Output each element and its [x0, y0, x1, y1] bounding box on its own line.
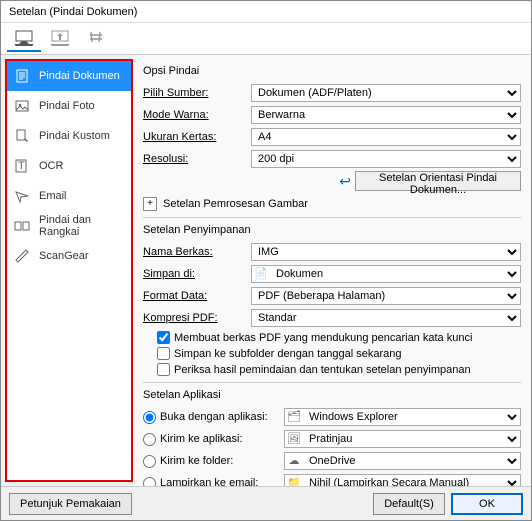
send-to-folder-select[interactable]: OneDrive [284, 452, 521, 470]
sidebar-item-scangear[interactable]: ScanGear [7, 241, 131, 271]
sidebar-item-stitch[interactable]: Pindai dan Rangkai [7, 211, 131, 241]
send-to-folder-label: Kirim ke folder: [160, 455, 280, 467]
expand-processing-icon[interactable]: + [143, 197, 157, 211]
pdf-compression-label: Kompresi PDF: [143, 312, 251, 324]
email-icon [13, 187, 31, 205]
searchable-pdf-label: Membuat berkas PDF yang mendukung pencar… [174, 332, 472, 344]
toolbar [1, 23, 531, 55]
svg-text:T: T [18, 160, 25, 172]
settings-dialog: Setelan (Pindai Dokumen) Pindai Dokumen … [0, 0, 532, 521]
color-mode-select[interactable]: Berwarna [251, 106, 521, 124]
sidebar: Pindai Dokumen Pindai Foto Pindai Kustom… [5, 59, 133, 482]
scan-options-heading: Opsi Pindai [143, 65, 521, 77]
divider [143, 382, 521, 383]
data-format-select[interactable]: PDF (Beberapa Halaman) [251, 287, 521, 305]
image-processing-label: Setelan Pemrosesan Gambar [163, 198, 308, 210]
app-settings-heading: Setelan Aplikasi [143, 389, 521, 401]
sidebar-item-label: Pindai Dokumen [39, 70, 120, 82]
custom-icon [13, 127, 31, 145]
source-label: Pilih Sumber: [143, 87, 251, 99]
attach-email-radio[interactable] [143, 477, 156, 487]
sidebar-item-label: ScanGear [39, 250, 89, 262]
sidebar-item-label: OCR [39, 160, 63, 172]
open-with-app-label: Buka dengan aplikasi: [160, 411, 280, 423]
instructions-button[interactable]: Petunjuk Pemakaian [9, 493, 132, 515]
main-panel: Opsi Pindai Pilih Sumber: Dokumen (ADF/P… [133, 55, 531, 486]
defaults-button[interactable]: Default(S) [373, 493, 445, 515]
save-in-label: Simpan di: [143, 268, 251, 280]
document-icon [13, 67, 31, 85]
paper-size-select[interactable]: A4 [251, 128, 521, 146]
check-results-label: Periksa hasil pemindaian dan tentukan se… [174, 364, 471, 376]
sidebar-item-label: Pindai dan Rangkai [39, 214, 125, 238]
tab-general-icon[interactable] [79, 26, 113, 52]
sidebar-item-email[interactable]: Email [7, 181, 131, 211]
filename-select[interactable]: IMG [251, 243, 521, 261]
sidebar-item-label: Pindai Kustom [39, 130, 110, 142]
resolution-label: Resolusi: [143, 153, 251, 165]
filename-label: Nama Berkas: [143, 246, 251, 258]
window-title: Setelan (Pindai Dokumen) [1, 1, 531, 23]
send-to-app-label: Kirim ke aplikasi: [160, 433, 280, 445]
send-to-app-select[interactable]: Pratinjau [284, 430, 521, 448]
attach-email-label: Lampirkan ke email: [160, 477, 280, 486]
stitch-icon [13, 217, 31, 235]
attach-email-select[interactable]: Nihil (Lampirkan Secara Manual) [284, 474, 521, 486]
ocr-icon: T [13, 157, 31, 175]
photo-icon [13, 97, 31, 115]
sidebar-item-scan-custom[interactable]: Pindai Kustom [7, 121, 131, 151]
save-settings-heading: Setelan Penyimpanan [143, 224, 521, 236]
sidebar-item-scan-photo[interactable]: Pindai Foto [7, 91, 131, 121]
sidebar-item-ocr[interactable]: T OCR [7, 151, 131, 181]
paper-size-label: Ukuran Kertas: [143, 131, 251, 143]
color-mode-label: Mode Warna: [143, 109, 251, 121]
searchable-pdf-checkbox[interactable] [157, 331, 170, 344]
reset-icon[interactable]: ↩ [339, 173, 351, 190]
resolution-select[interactable]: 200 dpi [251, 150, 521, 168]
check-results-checkbox[interactable] [157, 363, 170, 376]
sidebar-item-label: Pindai Foto [39, 100, 95, 112]
sidebar-item-scan-document[interactable]: Pindai Dokumen [7, 61, 131, 91]
sidebar-item-label: Email [39, 190, 67, 202]
subfolder-checkbox[interactable] [157, 347, 170, 360]
open-with-app-select[interactable]: Windows Explorer [284, 408, 521, 426]
send-to-app-radio[interactable] [143, 433, 156, 446]
send-to-folder-radio[interactable] [143, 455, 156, 468]
save-in-select[interactable]: Dokumen [251, 265, 521, 283]
orientation-settings-button[interactable]: Setelan Orientasi Pindai Dokumen... [355, 171, 521, 191]
divider [143, 217, 521, 218]
scangear-icon [13, 247, 31, 265]
data-format-label: Format Data: [143, 290, 251, 302]
subfolder-label: Simpan ke subfolder dengan tanggal sekar… [174, 348, 402, 360]
source-select[interactable]: Dokumen (ADF/Platen) [251, 84, 521, 102]
tab-from-computer-icon[interactable] [7, 26, 41, 52]
dialog-footer: Petunjuk Pemakaian Default(S) OK [1, 486, 531, 520]
ok-button[interactable]: OK [451, 493, 523, 515]
open-with-app-radio[interactable] [143, 411, 156, 424]
pdf-compression-select[interactable]: Standar [251, 309, 521, 327]
tab-to-computer-icon[interactable] [43, 26, 77, 52]
